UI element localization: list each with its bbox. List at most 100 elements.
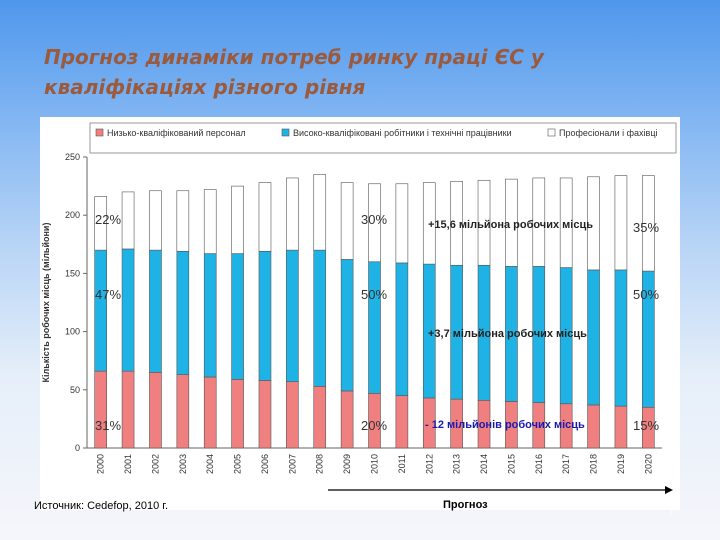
x-tick-label: 2014 xyxy=(479,454,489,474)
change-label-low: - 12 мільйонів робочих місць xyxy=(425,419,585,431)
bar-segment-high xyxy=(505,178,518,267)
x-tick-label: 2020 xyxy=(643,454,653,474)
legend-swatch xyxy=(281,128,290,137)
y-tick-label: 50 xyxy=(70,385,80,395)
change-label-mid: +3,7 мільйона робочих місць xyxy=(428,328,587,340)
x-tick-label: 2001 xyxy=(123,454,133,474)
bar-segment-high xyxy=(422,182,436,265)
chart-panel: Низько-кваліфікований персонал Високо-ква… xyxy=(40,117,680,510)
bar-segment-high xyxy=(368,183,381,263)
bar-segment-mid xyxy=(395,262,409,396)
bar-segment-mid xyxy=(258,250,272,381)
bar-segment-low xyxy=(258,380,272,449)
bar-segment-low xyxy=(286,381,299,449)
bar-segment-low xyxy=(121,370,135,449)
y-tick-label: 250 xyxy=(65,152,80,162)
bar-segment-high xyxy=(121,191,135,250)
bar-segment-mid xyxy=(149,249,162,373)
bar-segment-high xyxy=(258,182,272,252)
bar-segment-high xyxy=(395,183,409,264)
change-label-high: +15,6 мільйона робочих місць xyxy=(428,219,593,231)
x-tick-label: 2015 xyxy=(506,454,516,474)
y-tick-label: 100 xyxy=(65,327,80,337)
forecast-label: Прогноз xyxy=(443,499,488,511)
y-tick-label: 200 xyxy=(65,210,80,220)
bar-segment-mid xyxy=(587,269,600,406)
x-tick-label: 2004 xyxy=(205,454,215,474)
source-note: Источник: Cedefop, 2010 г. xyxy=(34,500,169,512)
bar-segment-mid xyxy=(121,248,135,372)
percent-label: 50% xyxy=(633,287,659,302)
bar-segment-mid xyxy=(286,249,299,382)
bar-segment-low xyxy=(614,405,628,449)
bar-segment-high xyxy=(477,179,491,266)
y-tick-label: 0 xyxy=(75,443,80,453)
bar-segment-high xyxy=(340,182,354,260)
percent-label: 20% xyxy=(361,418,387,433)
percent-label: 47% xyxy=(95,287,121,302)
bar-segment-high xyxy=(559,177,573,268)
x-tick-label: 2019 xyxy=(616,454,626,474)
y-axis-label: Кількість робочих місць (мільйони) xyxy=(41,223,51,383)
bar-segment-high xyxy=(203,189,217,254)
x-tick-label: 2012 xyxy=(424,454,434,474)
percent-label: 50% xyxy=(361,287,387,302)
bar-segment-mid xyxy=(368,261,381,394)
legend: Низько-кваліфікований персонал Високо-ква… xyxy=(89,122,677,154)
x-tick-label: 2008 xyxy=(315,454,325,474)
bar-segment-high xyxy=(587,176,600,271)
bar-segment-mid xyxy=(340,259,354,392)
bar-segment-high xyxy=(532,177,546,267)
legend-entry: Низько-кваліфікований персонал xyxy=(107,128,246,138)
percent-label: 22% xyxy=(95,212,121,227)
bar-segment-low xyxy=(340,390,354,449)
bar-segment-high xyxy=(231,185,244,254)
percent-label: 30% xyxy=(361,212,387,227)
bar-segment-low xyxy=(203,376,217,449)
stacked-bar-chart: Низько-кваліфікований персонал Високо-ква… xyxy=(41,122,677,494)
annotations: 22% 47% 31% 30% 50% 20% 35% 50% 15% +15,6 мільйон… xyxy=(95,212,673,494)
bar-segment-low xyxy=(587,404,600,449)
percent-label: 31% xyxy=(95,418,121,433)
forecast-arrowhead xyxy=(665,486,673,494)
legend-swatch xyxy=(95,128,104,137)
slide-number: 7 xyxy=(668,506,675,518)
bar-segment-high xyxy=(94,196,107,251)
bar-segment-high xyxy=(286,177,299,251)
legend-entry: Високо-кваліфіковані робітники і технічн… xyxy=(293,128,512,138)
bar-segment-mid xyxy=(313,249,327,387)
x-tick-label: 2007 xyxy=(287,454,297,474)
bar-segment-mid xyxy=(231,253,244,380)
x-tick-label: 2003 xyxy=(178,454,188,474)
legend-swatch xyxy=(547,128,556,137)
bar-segment-mid xyxy=(176,250,190,375)
percent-label: 35% xyxy=(633,220,659,235)
bar-segment-high xyxy=(176,190,190,252)
slide-title: Прогноз динаміки потреб ринку праці ЄС у… xyxy=(44,42,684,102)
x-tick-label: 2009 xyxy=(342,454,352,474)
x-tick-label: 2002 xyxy=(150,454,160,474)
slide-title-line-1: Прогноз динаміки потреб ринку праці ЄС у xyxy=(44,45,544,69)
x-tick-label: 2013 xyxy=(452,454,462,474)
x-tick-label: 2017 xyxy=(561,454,571,474)
bar-segment-mid xyxy=(614,269,628,407)
y-tick-label: 150 xyxy=(65,268,80,278)
bar-segment-low xyxy=(313,386,327,449)
bar-segment-low xyxy=(395,395,409,449)
bar-segment-high xyxy=(313,174,327,251)
bars xyxy=(94,174,655,449)
x-tick-label: 2018 xyxy=(589,454,599,474)
bar-segment-mid xyxy=(94,249,107,372)
x-tick-label: 2010 xyxy=(370,454,380,474)
bar-segment-high xyxy=(642,175,655,272)
bar-segment-low xyxy=(231,379,244,449)
x-tick-label: 2011 xyxy=(397,454,407,473)
slide-title-line-2: кваліфікаціях різного рівня xyxy=(44,75,366,99)
legend-entry: Професіонали і фахівці xyxy=(559,128,658,138)
x-tick-label: 2005 xyxy=(233,454,243,474)
percent-label: 15% xyxy=(633,418,659,433)
bar-segment-low xyxy=(149,372,162,449)
bar-segment-low xyxy=(94,370,107,449)
x-tick-label: 2016 xyxy=(534,454,544,474)
bar-segment-mid xyxy=(203,253,217,378)
